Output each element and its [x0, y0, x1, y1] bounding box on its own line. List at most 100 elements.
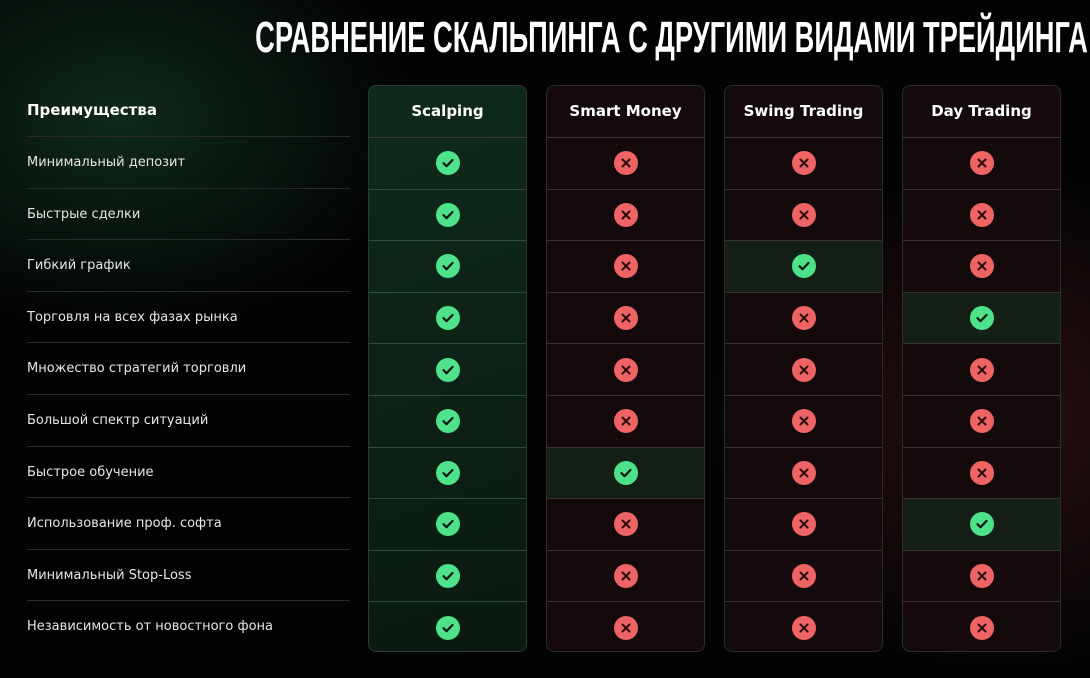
- comparison-cell: [547, 499, 704, 551]
- comparison-cell: [903, 190, 1060, 242]
- cross-icon: [613, 202, 638, 227]
- check-icon: [435, 460, 460, 485]
- column-smart-money: Smart Money: [546, 85, 705, 652]
- check-icon: [435, 202, 460, 227]
- comparison-cell: [725, 241, 882, 293]
- check-icon: [969, 306, 994, 331]
- advantages-header: Преимущества: [27, 85, 350, 137]
- advantage-label: Использование проф. софта: [27, 498, 350, 550]
- advantage-label: Минимальный депозит: [27, 137, 350, 189]
- comparison-cell: [725, 190, 882, 242]
- advantages-column: Преимущества Минимальный депозит Быстрые …: [27, 85, 350, 653]
- advantage-label: Торговля на всех фазах рынка: [27, 292, 350, 344]
- column-header: Smart Money: [547, 86, 704, 138]
- cross-icon: [969, 151, 994, 176]
- comparison-cell: [725, 448, 882, 500]
- comparison-cell: [547, 190, 704, 242]
- comparison-cell: [903, 292, 1060, 345]
- comparison-cell: [725, 499, 882, 551]
- check-icon: [435, 564, 460, 589]
- advantage-label: Быстрое обучение: [27, 447, 350, 499]
- cross-icon: [791, 306, 816, 331]
- cross-icon: [613, 616, 638, 641]
- comparison-cell: [903, 448, 1060, 500]
- cross-icon: [969, 202, 994, 227]
- cross-icon: [613, 357, 638, 382]
- comparison-cell: [547, 138, 704, 190]
- cross-icon: [969, 409, 994, 434]
- comparison-cell: [903, 138, 1060, 190]
- check-icon: [435, 306, 460, 331]
- cross-icon: [791, 512, 816, 537]
- cross-icon: [613, 151, 638, 176]
- advantage-label: Минимальный Stop-Loss: [27, 550, 350, 602]
- comparison-cell: [725, 551, 882, 603]
- cross-icon: [613, 512, 638, 537]
- comparison-cell: [547, 293, 704, 345]
- page-title: СРАВНЕНИЕ СКАЛЬПИНГА С ДРУГИМИ ВИДАМИ ТР…: [255, 13, 1088, 62]
- comparison-cell: [903, 396, 1060, 448]
- check-icon: [791, 254, 816, 279]
- comparison-cell: [369, 396, 526, 448]
- cross-icon: [613, 564, 638, 589]
- cross-icon: [791, 564, 816, 589]
- comparison-cell: [725, 344, 882, 396]
- comparison-cell: [903, 551, 1060, 603]
- comparison-cell: [369, 602, 526, 651]
- advantage-label: Множество стратегий торговли: [27, 343, 350, 395]
- comparison-cell: [369, 499, 526, 551]
- check-icon: [435, 151, 460, 176]
- column-header: Scalping: [369, 86, 526, 138]
- cross-icon: [969, 254, 994, 279]
- check-icon: [435, 409, 460, 434]
- cross-icon: [791, 409, 816, 434]
- cross-icon: [969, 357, 994, 382]
- cross-icon: [613, 306, 638, 331]
- advantage-label: Независимость от новостного фона: [27, 619, 273, 635]
- comparison-cell: [369, 138, 526, 190]
- advantage-label: Гибкий график: [27, 240, 350, 292]
- check-icon: [435, 616, 460, 641]
- comparison-cell: [547, 344, 704, 396]
- comparison-cell: [369, 241, 526, 293]
- cross-icon: [613, 409, 638, 434]
- check-icon: [613, 460, 638, 485]
- column-header: Swing Trading: [725, 86, 882, 138]
- comparison-cell: [547, 551, 704, 603]
- cross-icon: [969, 564, 994, 589]
- column-header: Day Trading: [903, 86, 1060, 138]
- cross-icon: [791, 202, 816, 227]
- comparison-cell: [369, 190, 526, 242]
- comparison-cell: [903, 602, 1060, 651]
- column-swing-trading: Swing Trading: [724, 85, 883, 652]
- cross-icon: [791, 616, 816, 641]
- comparison-cell: [725, 602, 882, 651]
- comparison-cell: [547, 241, 704, 293]
- comparison-cell: [547, 602, 704, 651]
- check-icon: [435, 254, 460, 279]
- check-icon: [435, 512, 460, 537]
- comparison-cell: [725, 396, 882, 448]
- comparison-cell: [369, 293, 526, 345]
- cross-icon: [969, 616, 994, 641]
- comparison-cell: [725, 293, 882, 345]
- advantage-label: Большой спектр ситуаций: [27, 395, 350, 447]
- comparison-cell: [369, 448, 526, 500]
- column-scalping: Scalping: [368, 85, 527, 652]
- advantage-label: Быстрые сделки: [27, 189, 350, 241]
- comparison-cell: [903, 499, 1060, 551]
- comparison-cell: [725, 138, 882, 190]
- cross-icon: [791, 151, 816, 176]
- comparison-cell: [369, 344, 526, 396]
- comparison-cell: [903, 241, 1060, 293]
- check-icon: [969, 512, 994, 537]
- comparison-cell: [547, 396, 704, 448]
- cross-icon: [969, 460, 994, 485]
- cross-icon: [791, 357, 816, 382]
- check-icon: [435, 357, 460, 382]
- comparison-cell: [903, 344, 1060, 396]
- cross-icon: [613, 254, 638, 279]
- comparison-cell: [369, 551, 526, 603]
- column-day-trading: Day Trading: [902, 85, 1061, 652]
- comparison-cell: [547, 447, 704, 500]
